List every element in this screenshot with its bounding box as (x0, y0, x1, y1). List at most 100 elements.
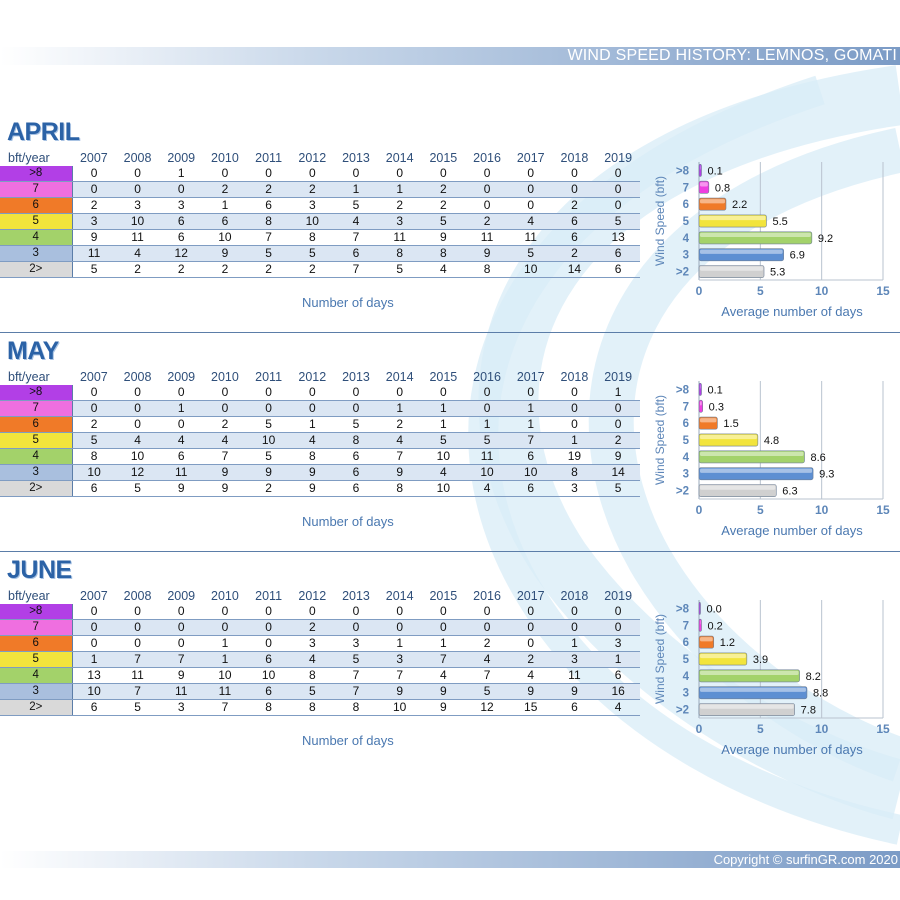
table-cell: 2 (246, 181, 291, 198)
table-cell: 5 (290, 683, 335, 700)
table-cell: 7 (246, 229, 291, 246)
table-cell: 0 (159, 604, 204, 620)
table-cell: 1 (203, 651, 247, 668)
year-header: 2013 (342, 151, 370, 165)
year-header: 2016 (473, 370, 501, 384)
table-cell: 1 (159, 400, 204, 417)
table-cell: 0 (246, 619, 291, 636)
table-cell: 7 (203, 699, 247, 716)
category-tick-label: 6 (683, 199, 689, 211)
table-row: 4 8 10 6 7 5 8 6 7 10 11 6 19 9 (0, 448, 640, 465)
table-cell: 8 (552, 464, 597, 481)
table-cell: 3 (552, 480, 597, 497)
table-cell: 8 (290, 699, 335, 716)
table-cell: 6 (159, 448, 204, 465)
table-cell: 2 (159, 261, 204, 278)
table-cell: 6 (596, 261, 640, 278)
table-cell: 5 (72, 261, 116, 278)
year-header: 2009 (167, 370, 196, 384)
table-cell: 6 (334, 480, 378, 497)
table-cell: 9 (377, 464, 422, 481)
table-cell: 3 (159, 197, 204, 214)
table-footer-label: Number of days (302, 733, 394, 748)
page-title: WIND SPEED HISTORY: LEMNOS, GOMATI (567, 47, 897, 64)
table-cell: 6 (552, 229, 597, 246)
table-cell: 5 (596, 480, 640, 497)
category-tick-label: 3 (683, 469, 689, 481)
table-cell: 0 (421, 385, 466, 401)
bar-value-label: 6.3 (782, 486, 797, 498)
chart-bar (698, 399, 703, 413)
table-cell: 1 (552, 432, 597, 449)
table-cell: 0 (596, 400, 640, 417)
table-cell: 0 (596, 416, 640, 433)
table-cell: 1 (72, 651, 116, 668)
table-cell: 0 (203, 619, 247, 636)
category-tick-label: >8 (676, 603, 690, 615)
year-header: 2013 (342, 589, 370, 603)
table-cell: 11 (159, 683, 204, 700)
chart-bar-highlight (700, 704, 794, 709)
bft-label: 3 (0, 683, 73, 700)
table-cell: 10 (115, 213, 160, 230)
category-tick-label: 5 (683, 654, 690, 666)
table-cell: 4 (421, 261, 466, 278)
table-cell: 1 (290, 416, 335, 433)
table-cell: 10 (421, 448, 466, 465)
table-cell: 0 (421, 619, 466, 636)
x-tick-label: 0 (696, 284, 703, 298)
bft-label: 4 (0, 448, 73, 465)
bft-label: 2> (0, 480, 73, 497)
chart-bar (698, 197, 727, 211)
chart-bar-highlight (700, 215, 766, 221)
table-cell: 0 (508, 385, 553, 401)
table-cell: 1 (203, 635, 247, 652)
chart-bar-highlight (700, 384, 701, 389)
chart-bar-highlight (700, 485, 776, 490)
table-cell: 5 (421, 213, 466, 230)
table-cell: 7 (334, 683, 378, 700)
table-cell: 6 (203, 213, 247, 230)
table-cell: 0 (72, 619, 116, 636)
month-title: MAY (7, 337, 59, 365)
table-row: 2> 5 2 2 2 2 2 7 5 4 8 10 14 6 (0, 261, 640, 278)
table-cell: 0 (159, 385, 204, 401)
category-tick-label: 3 (683, 688, 689, 700)
table-cell: 0 (115, 635, 160, 652)
table-cell: 0 (203, 604, 247, 620)
section-divider (0, 332, 900, 333)
table-row: 2> 6 5 3 7 8 8 8 10 9 12 15 6 4 (0, 699, 640, 716)
table-cell: 7 (508, 432, 553, 449)
table-cell: 4 (465, 651, 509, 668)
table-cell: 6 (596, 245, 640, 262)
chart-bar-highlight (700, 401, 702, 406)
table-cell: 1 (377, 635, 422, 652)
table-header-row: bft/year 2007 2008 2009 2010 2011 2012 2013 2014… (0, 151, 640, 166)
x-tick-label: 10 (815, 722, 829, 736)
table-cell: 7 (334, 229, 378, 246)
chart-bar (698, 652, 748, 666)
table-cell: 4 (465, 480, 509, 497)
chart-bar-highlight (700, 266, 764, 271)
table-cell: 2 (246, 261, 291, 278)
year-header: 2008 (123, 151, 152, 165)
table-cell: 9 (421, 683, 466, 700)
x-tick-label: 0 (696, 722, 703, 736)
table-cell: 2 (508, 651, 553, 668)
table-cell: 4 (334, 213, 378, 230)
table-cell: 6 (246, 651, 291, 668)
chart-bar-highlight (700, 670, 799, 676)
table-cell: 15 (508, 699, 553, 716)
year-header: 2011 (255, 151, 283, 165)
table-cell: 0 (115, 400, 160, 417)
table-cell: 10 (203, 229, 247, 246)
bar-value-label: 2.2 (732, 199, 747, 211)
table-cell: 0 (290, 385, 335, 401)
table-cell: 0 (596, 619, 640, 636)
table-cell: 6 (246, 197, 291, 214)
table-cell: 1 (159, 166, 204, 182)
